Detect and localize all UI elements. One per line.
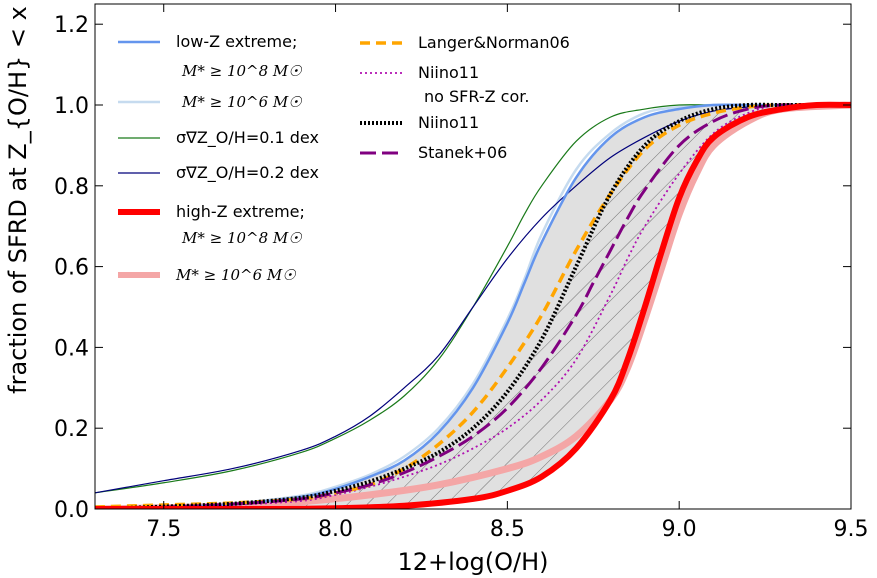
- legend-label: Niino11: [418, 113, 479, 132]
- legend-entry-m-10-6-msun-high-z: M* ≥ 10^6 M☉: [118, 266, 296, 284]
- legend-label: Langer&Norman06: [418, 33, 570, 52]
- series-line-niino11: [95, 102, 851, 509]
- legend-sublabel: M* ≥ 10^8 M☉: [181, 229, 302, 247]
- axis-ticks: 7.5 8.0 8.5 9.0 9.5 0.0 0.2 0.4 0.6 0.8 1.0 1.2: [54, 4, 869, 542]
- y-tick-label: 0.4: [54, 336, 89, 361]
- series-line-niino11-no-sfr-z-cor: [95, 103, 851, 509]
- y-axis-title: fraction of SFRD at Z_{O/H} < x: [4, 6, 32, 394]
- hatched-range-region: [95, 104, 851, 509]
- legend-label: high-Z extreme;: [176, 202, 305, 221]
- y-tick-label: 1.2: [54, 13, 89, 38]
- legend-entry-stanek-06: Stanek+06: [360, 143, 507, 162]
- legend-entry-langer-norman06: Langer&Norman06: [360, 33, 570, 52]
- series-layer: [95, 101, 851, 509]
- legend-entry-niino11: Niino11: [360, 113, 479, 132]
- series-line-low-z-extreme-m-10-8-msun: [95, 103, 851, 509]
- y-tick-label: 0.8: [54, 175, 89, 200]
- y-tick-label: 0.0: [54, 498, 89, 523]
- x-axis-title: 12+log(O/H): [398, 548, 549, 576]
- legend-label: σ∇Z_O/H=0.1 dex: [176, 128, 319, 148]
- series-line-high-z-extreme-m-10-8-msun: [95, 101, 851, 509]
- x-tick-label: 7.5: [146, 517, 181, 542]
- legend-label: low-Z extreme;: [176, 32, 297, 51]
- legend-entry-niino11-no-sfr-z-cor: Niino11 no SFR-Z cor.: [360, 63, 529, 106]
- legend-label: Stanek+06: [418, 143, 507, 162]
- legend-entry-sigma-grad-z-o-h-0-1-dex: σ∇Z_O/H=0.1 dex: [118, 128, 319, 148]
- legend: low-Z extreme; M* ≥ 10^8 M☉ M* ≥ 10^6 M☉ σ∇…: [118, 32, 570, 284]
- legend-sublabel: M* ≥ 10^6 M☉: [181, 93, 302, 111]
- legend-sublabel: M* ≥ 10^8 M☉: [181, 62, 302, 80]
- legend-label: Niino11: [418, 63, 479, 82]
- y-tick-label: 0.2: [54, 417, 89, 442]
- legend-entry-low-z-extreme-m-10-8-msun: low-Z extreme; M* ≥ 10^8 M☉: [118, 32, 302, 80]
- x-tick-label: 9.5: [834, 517, 869, 542]
- series-line-sigma-grad-z-o-h-0-1-dex: [95, 104, 851, 494]
- plot-frame: [94, 3, 852, 510]
- x-tick-label: 8.5: [490, 517, 525, 542]
- y-tick-label: 1.0: [54, 94, 89, 119]
- legend-entry-sigma-grad-z-o-h-0-2-dex: σ∇Z_O/H=0.2 dex: [118, 163, 319, 183]
- shaded-regions: [95, 104, 851, 509]
- legend-label: σ∇Z_O/H=0.2 dex: [176, 163, 319, 183]
- legend-entry-high-z-extreme-m-10-8-msun: high-Z extreme; M* ≥ 10^8 M☉: [118, 202, 305, 247]
- legend-label: M* ≥ 10^6 M☉: [175, 266, 296, 284]
- series-line-stanek-06: [95, 103, 851, 509]
- legend-entry-m-10-6-msun-low-z: M* ≥ 10^6 M☉: [118, 93, 302, 111]
- x-tick-label: 9.0: [662, 517, 697, 542]
- x-tick-label: 8.0: [318, 517, 353, 542]
- y-tick-label: 0.6: [54, 256, 89, 281]
- legend-sublabel: no SFR-Z cor.: [424, 87, 529, 106]
